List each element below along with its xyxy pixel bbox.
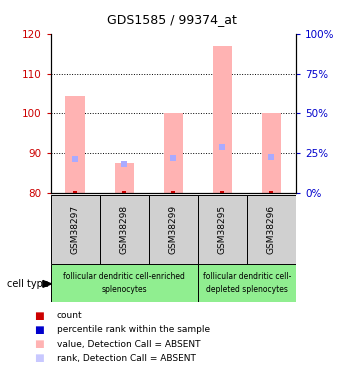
- Point: [220, 190, 225, 196]
- Text: GSM38295: GSM38295: [218, 205, 227, 254]
- Bar: [100, 195, 149, 264]
- Bar: [164, 113, 183, 193]
- Text: follicular dendritic cell-: follicular dendritic cell-: [203, 272, 291, 281]
- Text: splenocytes: splenocytes: [102, 285, 147, 294]
- Point: [171, 155, 176, 161]
- Text: rank, Detection Call = ABSENT: rank, Detection Call = ABSENT: [57, 354, 196, 363]
- Text: GDS1585 / 99374_at: GDS1585 / 99374_at: [107, 13, 236, 26]
- Text: ■: ■: [34, 311, 44, 321]
- Point: [121, 190, 127, 196]
- Text: percentile rank within the sample: percentile rank within the sample: [57, 326, 210, 334]
- Point: [121, 161, 127, 167]
- Point: [73, 190, 78, 196]
- Bar: [247, 195, 296, 264]
- Text: GSM38296: GSM38296: [267, 205, 276, 254]
- FancyArrow shape: [43, 280, 51, 287]
- Point: [269, 190, 274, 196]
- Text: ■: ■: [34, 354, 44, 363]
- Point: [269, 154, 274, 160]
- Text: follicular dendritic cell-enriched: follicular dendritic cell-enriched: [63, 272, 185, 281]
- Point: [171, 190, 176, 196]
- Text: count: count: [57, 311, 82, 320]
- Text: GSM38298: GSM38298: [120, 205, 129, 254]
- Text: depleted splenocytes: depleted splenocytes: [206, 285, 288, 294]
- Text: value, Detection Call = ABSENT: value, Detection Call = ABSENT: [57, 340, 200, 349]
- Bar: [198, 264, 296, 302]
- Bar: [51, 264, 198, 302]
- Text: cell type: cell type: [7, 279, 49, 289]
- Bar: [66, 96, 85, 193]
- Text: GSM38297: GSM38297: [71, 205, 80, 254]
- Point: [220, 144, 225, 150]
- Text: GSM38299: GSM38299: [169, 205, 178, 254]
- Bar: [213, 46, 232, 193]
- Bar: [149, 195, 198, 264]
- Bar: [115, 163, 134, 193]
- Bar: [262, 113, 281, 193]
- Bar: [51, 195, 100, 264]
- Text: ■: ■: [34, 325, 44, 335]
- Bar: [198, 195, 247, 264]
- Text: ■: ■: [34, 339, 44, 349]
- Point: [73, 156, 78, 162]
